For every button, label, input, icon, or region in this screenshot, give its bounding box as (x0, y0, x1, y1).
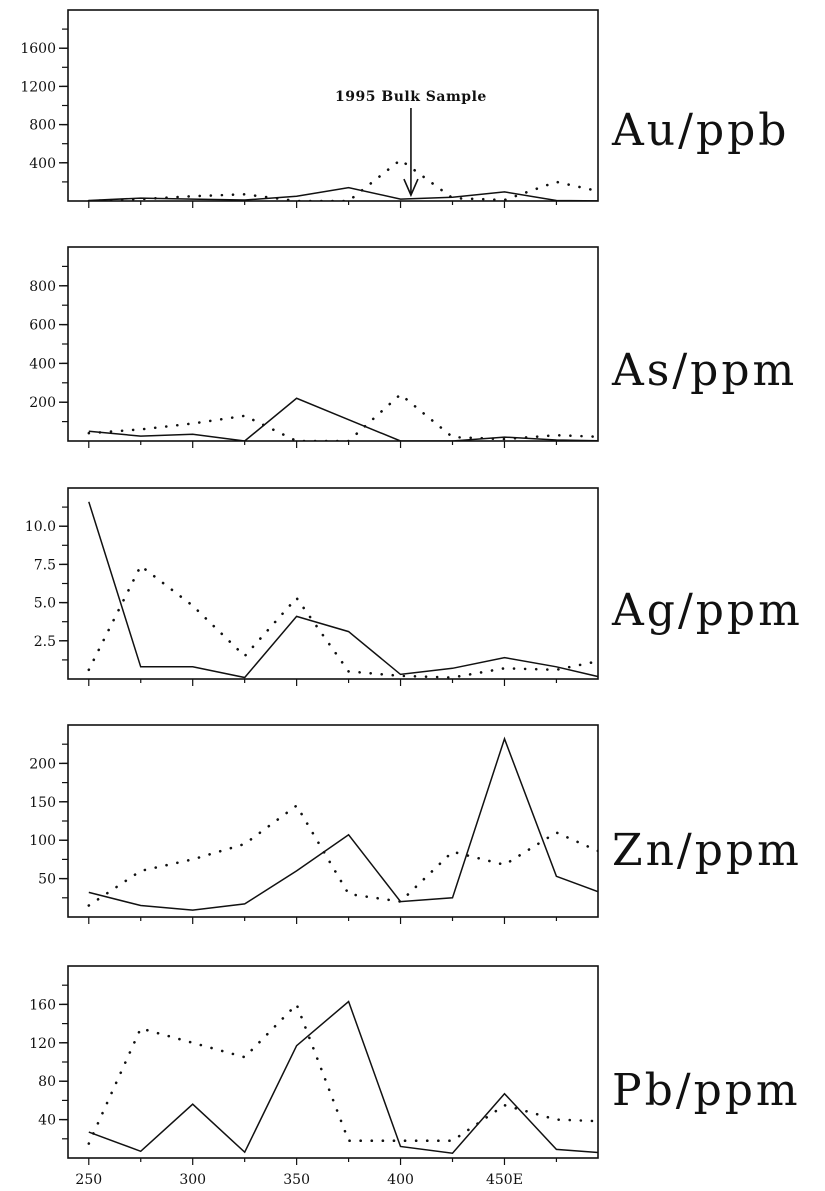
y-tick-label-au: 1600 (20, 41, 56, 57)
y-tick-label-pb: 80 (38, 1074, 56, 1090)
plot-frame-pb (67, 965, 599, 1159)
y-tick-label-au: 400 (29, 156, 56, 172)
y-tick-label-au: 800 (29, 118, 56, 134)
y-tick-label-zn: 100 (29, 833, 56, 849)
y-tick-label-ag: 10.0 (25, 519, 56, 535)
series-line-solid-pb (88, 1000, 598, 1154)
x-tick-label: 350 (283, 1172, 310, 1188)
plot-frame-as (67, 246, 599, 442)
plot-frame-zn (67, 724, 599, 918)
plot-frame-au (67, 9, 599, 202)
series-line-dotted-ag (87, 563, 598, 679)
series-line-solid-zn (88, 736, 598, 911)
panel-label-ag: Ag/ppm (612, 585, 803, 636)
y-tick-label-pb: 160 (29, 997, 56, 1013)
annotation-arrow-head (403, 178, 419, 198)
x-tick-label: 450E (486, 1172, 523, 1188)
y-tick-label-zn: 200 (29, 756, 56, 772)
series-line-solid-ag (88, 501, 598, 679)
y-tick-label-ag: 2.5 (34, 634, 56, 650)
plot-frame-ag (67, 487, 599, 680)
series-line-dotted-au (87, 158, 598, 201)
y-tick-label-au: 1200 (20, 79, 56, 95)
series-line-solid-as (88, 397, 598, 441)
y-tick-label-as: 800 (29, 279, 56, 295)
series-line-dotted-zn (87, 803, 598, 907)
y-tick-label-as: 400 (29, 356, 56, 372)
panel-label-au: Au/ppb (612, 105, 790, 156)
y-tick-label-zn: 150 (29, 795, 56, 811)
x-tick-label: 250 (75, 1172, 102, 1188)
y-tick-label-as: 200 (29, 395, 56, 411)
panel-label-pb: Pb/ppm (612, 1065, 801, 1116)
x-tick-label: 300 (179, 1172, 206, 1188)
bulk-sample-annotation: 1995 Bulk Sample (335, 89, 487, 105)
panel-label-as: As/ppm (612, 345, 798, 396)
y-tick-label-as: 600 (29, 318, 56, 334)
y-tick-label-ag: 5.0 (34, 596, 56, 612)
y-tick-label-ag: 7.5 (34, 557, 56, 573)
y-tick-label-pb: 120 (29, 1036, 56, 1052)
y-tick-label-pb: 40 (38, 1113, 56, 1129)
y-tick-label-zn: 50 (38, 872, 56, 888)
series-line-dotted-as (87, 392, 598, 441)
x-tick-label: 400 (387, 1172, 414, 1188)
series-line-solid-au (88, 186, 598, 201)
series-line-dotted-pb (87, 1002, 598, 1145)
panel-label-zn: Zn/ppm (612, 825, 802, 876)
